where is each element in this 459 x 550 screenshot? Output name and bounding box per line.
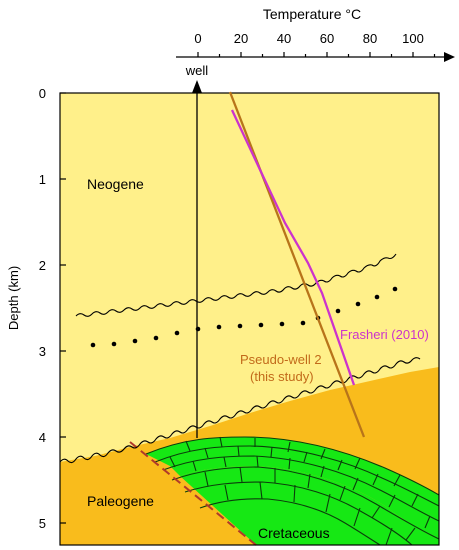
depth-tick-label: 2 (39, 258, 46, 273)
temperature-tick-label: 80 (363, 31, 377, 46)
temperature-axis-title: Temperature °C (263, 6, 361, 22)
temperature-tick-label: 100 (402, 31, 424, 46)
dotted-horizon (90, 286, 398, 348)
temperature-axis-ticks (197, 52, 436, 57)
depth-tick-label: 0 (39, 86, 46, 101)
carbonate-brick-pattern (145, 436, 439, 545)
frasheri-label: Frasheri (2010) (340, 327, 429, 342)
well-arrow (192, 80, 202, 93)
diagram-frame (59, 92, 440, 546)
cretaceous-lower-unit (180, 466, 439, 545)
cretaceous-label: Cretaceous (258, 525, 330, 541)
frasheri-profile (230, 109, 356, 386)
depth-tick-label: 1 (39, 172, 46, 187)
well-label: well (185, 63, 209, 78)
temperature-tick-label: 40 (277, 31, 291, 46)
neogene-base-unconformity (59, 357, 421, 464)
depth-axis-ticks (60, 92, 66, 524)
temperature-tick-label: 0 (194, 31, 201, 46)
pseudo-well-label-line1: Pseudo-well 2 (240, 352, 322, 367)
pseudo-well-2-profile (228, 91, 366, 438)
depth-tick-label: 3 (39, 344, 46, 359)
temperature-tick-label: 60 (320, 31, 334, 46)
paleogene-label: Paleogene (87, 493, 154, 509)
temperature-tick-label: 20 (234, 31, 248, 46)
neogene-wavy-horizon (75, 253, 397, 317)
depth-tick-label: 5 (39, 516, 46, 531)
cretaceous-unit (146, 437, 439, 539)
temperature-axis-arrow (444, 52, 455, 62)
depth-axis-title: Depth (km) (6, 266, 21, 330)
depth-tick-label: 4 (39, 430, 46, 445)
neogene-label: Neogene (87, 176, 144, 192)
pseudo-well-label-line2: (this study) (250, 369, 314, 384)
